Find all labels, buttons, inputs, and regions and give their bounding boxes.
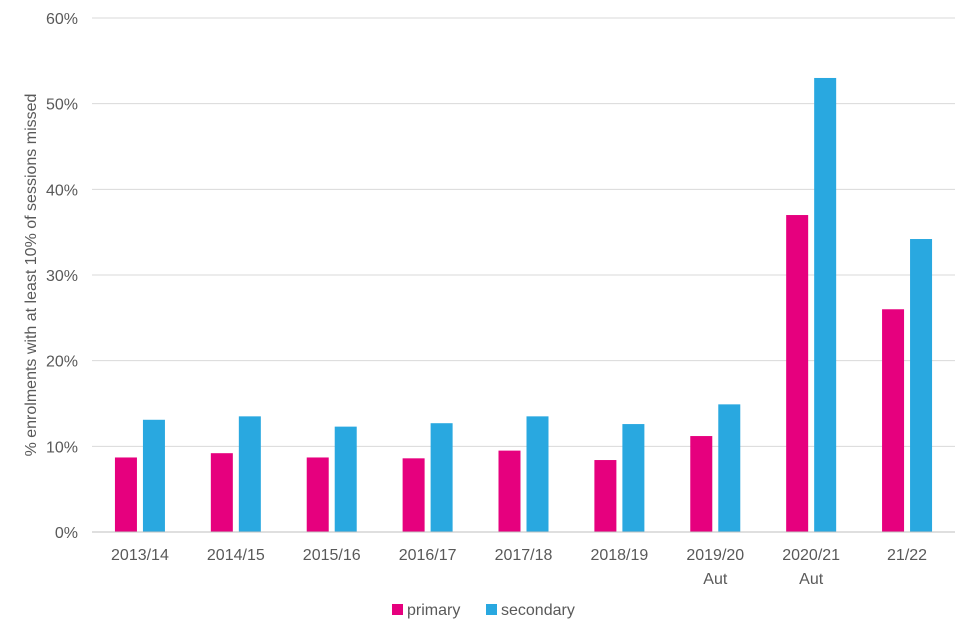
bar-primary	[402, 458, 425, 532]
x-axis-ticks: 2013/14 2014/15 2015/16 2016/17 2017/18 2018/…	[111, 547, 927, 588]
x-tick-label: 2016/17	[399, 547, 457, 564]
bar-primary	[786, 215, 809, 533]
bar-primary	[114, 457, 137, 532]
bar-secondary	[238, 416, 261, 532]
x-tick-label: 2014/15	[207, 547, 265, 564]
x-tick-label: 2018/19	[590, 547, 648, 564]
x-tick-label: 2017/18	[495, 547, 553, 564]
bar-secondary	[622, 424, 645, 532]
legend: primary secondary	[392, 602, 575, 619]
gridlines	[92, 17, 955, 447]
y-axis-label: % enrolments with at least 10% of sessio…	[23, 94, 40, 457]
bar-primary	[594, 460, 617, 532]
x-tick-label: 2013/14	[111, 547, 169, 564]
y-tick-label: 0%	[55, 525, 78, 542]
x-tick-label: 2015/16	[303, 547, 361, 564]
bar-primary	[498, 450, 521, 532]
y-axis-ticks: 0% 10% 20% 30% 40% 50% 60%	[46, 11, 78, 542]
bars	[114, 77, 933, 533]
y-tick-label: 20%	[46, 354, 78, 371]
legend-swatch-secondary	[486, 604, 497, 615]
legend-swatch-primary	[392, 604, 403, 615]
x-tick-label: 21/22	[887, 547, 927, 564]
x-tick-label: 2020/21	[782, 547, 840, 564]
bar-secondary	[430, 423, 453, 532]
bar-secondary	[718, 404, 741, 532]
bar-primary	[882, 309, 905, 532]
y-tick-label: 10%	[46, 439, 78, 456]
x-tick-label: 2019/20	[686, 547, 744, 564]
bar-secondary	[142, 419, 165, 532]
legend-label-primary: primary	[407, 602, 460, 619]
bar-primary	[690, 436, 713, 532]
legend-label-secondary: secondary	[501, 602, 575, 619]
bar-secondary	[910, 239, 933, 532]
y-tick-label: 30%	[46, 268, 78, 285]
y-tick-label: 50%	[46, 97, 78, 114]
bar-secondary	[334, 426, 357, 532]
x-tick-label: Aut	[799, 571, 824, 588]
bar-secondary	[526, 416, 549, 532]
bar-primary	[210, 453, 233, 532]
y-tick-label: 40%	[46, 182, 78, 199]
x-tick-label: Aut	[703, 571, 728, 588]
bar-secondary	[814, 77, 837, 532]
bar-primary	[306, 457, 329, 532]
y-tick-label: 60%	[46, 11, 78, 28]
